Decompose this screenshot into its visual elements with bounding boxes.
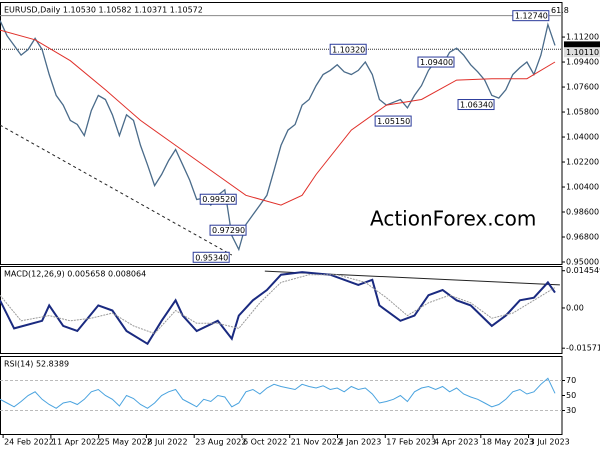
price-marker-label: 1.10320 (332, 45, 365, 54)
y-tick-label: 1.09400 (566, 58, 599, 67)
x-tick-label: 17 Feb 2023 (386, 438, 436, 447)
y-tick-label: 1.11200 (566, 33, 599, 42)
panel-title: EURUSD,Daily 1.10530 1.10582 1.10371 1.1… (4, 6, 203, 15)
price-box-label: 1.10527 (566, 42, 599, 51)
series-line (0, 29, 556, 206)
x-tick-label: 25 May 2022 (100, 438, 152, 447)
x-tick-label: 6 Oct 2022 (243, 438, 287, 447)
x-tick-label: 18 May 2023 (482, 438, 534, 447)
y-tick-label: 1.07600 (566, 83, 599, 92)
x-tick-label: 24 Feb 2022 (4, 438, 54, 447)
fib-label: 61.8 (551, 6, 569, 15)
price-marker (192, 251, 230, 263)
price-marker-label: 1.12740 (515, 12, 548, 21)
price-marker-label: 1.09400 (420, 58, 453, 67)
x-tick-label: 3 Jul 2023 (530, 438, 570, 447)
price-marker (199, 193, 237, 205)
series-line (0, 377, 556, 409)
x-tick-label: 23 Aug 2022 (195, 438, 246, 447)
price-marker (209, 224, 247, 236)
price-marker-label: 0.99520 (202, 195, 235, 204)
panel-frame (0, 356, 563, 435)
x-tick-label: 11 Apr 2022 (52, 438, 101, 447)
x-tick-label: 8 Jul 2022 (147, 438, 187, 447)
price-marker-label: 1.06340 (460, 101, 493, 110)
panel-title: RSI(14) 52.8389 (4, 360, 69, 369)
x-tick-label: 4 Jan 2023 (338, 438, 381, 447)
x-tick-label: 4 Apr 2023 (434, 438, 478, 447)
price-marker (512, 10, 550, 22)
price-marker (374, 115, 412, 127)
price-marker-label: 0.97290 (212, 226, 245, 235)
x-tick-label: 21 Nov 2022 (291, 438, 342, 447)
y-tick-label: 1.00400 (566, 183, 599, 192)
y-tick-label: 0.00 (566, 303, 584, 312)
price-marker (457, 99, 495, 111)
price-marker (329, 43, 367, 55)
price-box-label: 1.10110 (566, 48, 599, 57)
trend-line (0, 124, 233, 256)
series-line (0, 274, 556, 335)
y-tick-label: -0.015712 (566, 344, 600, 353)
series-line (0, 271, 556, 346)
watermark: ActionForex.com (370, 207, 536, 231)
series-line (0, 20, 556, 252)
y-tick-label: 30 (566, 406, 576, 415)
y-tick-label: 0.014549 (566, 266, 600, 275)
price-marker (417, 56, 455, 68)
y-tick-label: 0.98600 (566, 208, 599, 217)
y-tick-label: 50 (566, 391, 576, 400)
panel-frame (0, 266, 563, 354)
price-marker-label: 1.05150 (377, 117, 410, 126)
y-tick-label: 1.04000 (566, 133, 599, 142)
y-tick-label: 1.02200 (566, 158, 599, 167)
price-box (564, 41, 600, 52)
y-tick-label: 0.95000 (566, 258, 599, 267)
y-tick-label: 70 (566, 376, 576, 385)
panel-frame (0, 2, 563, 265)
panel-title: MACD(12,26,9) 0.005658 0.008064 (4, 270, 146, 279)
y-tick-label: 1.05800 (566, 108, 599, 117)
y-tick-label: 0.96800 (566, 233, 599, 242)
price-box (564, 47, 600, 58)
price-marker-label: 0.95340 (195, 253, 228, 262)
